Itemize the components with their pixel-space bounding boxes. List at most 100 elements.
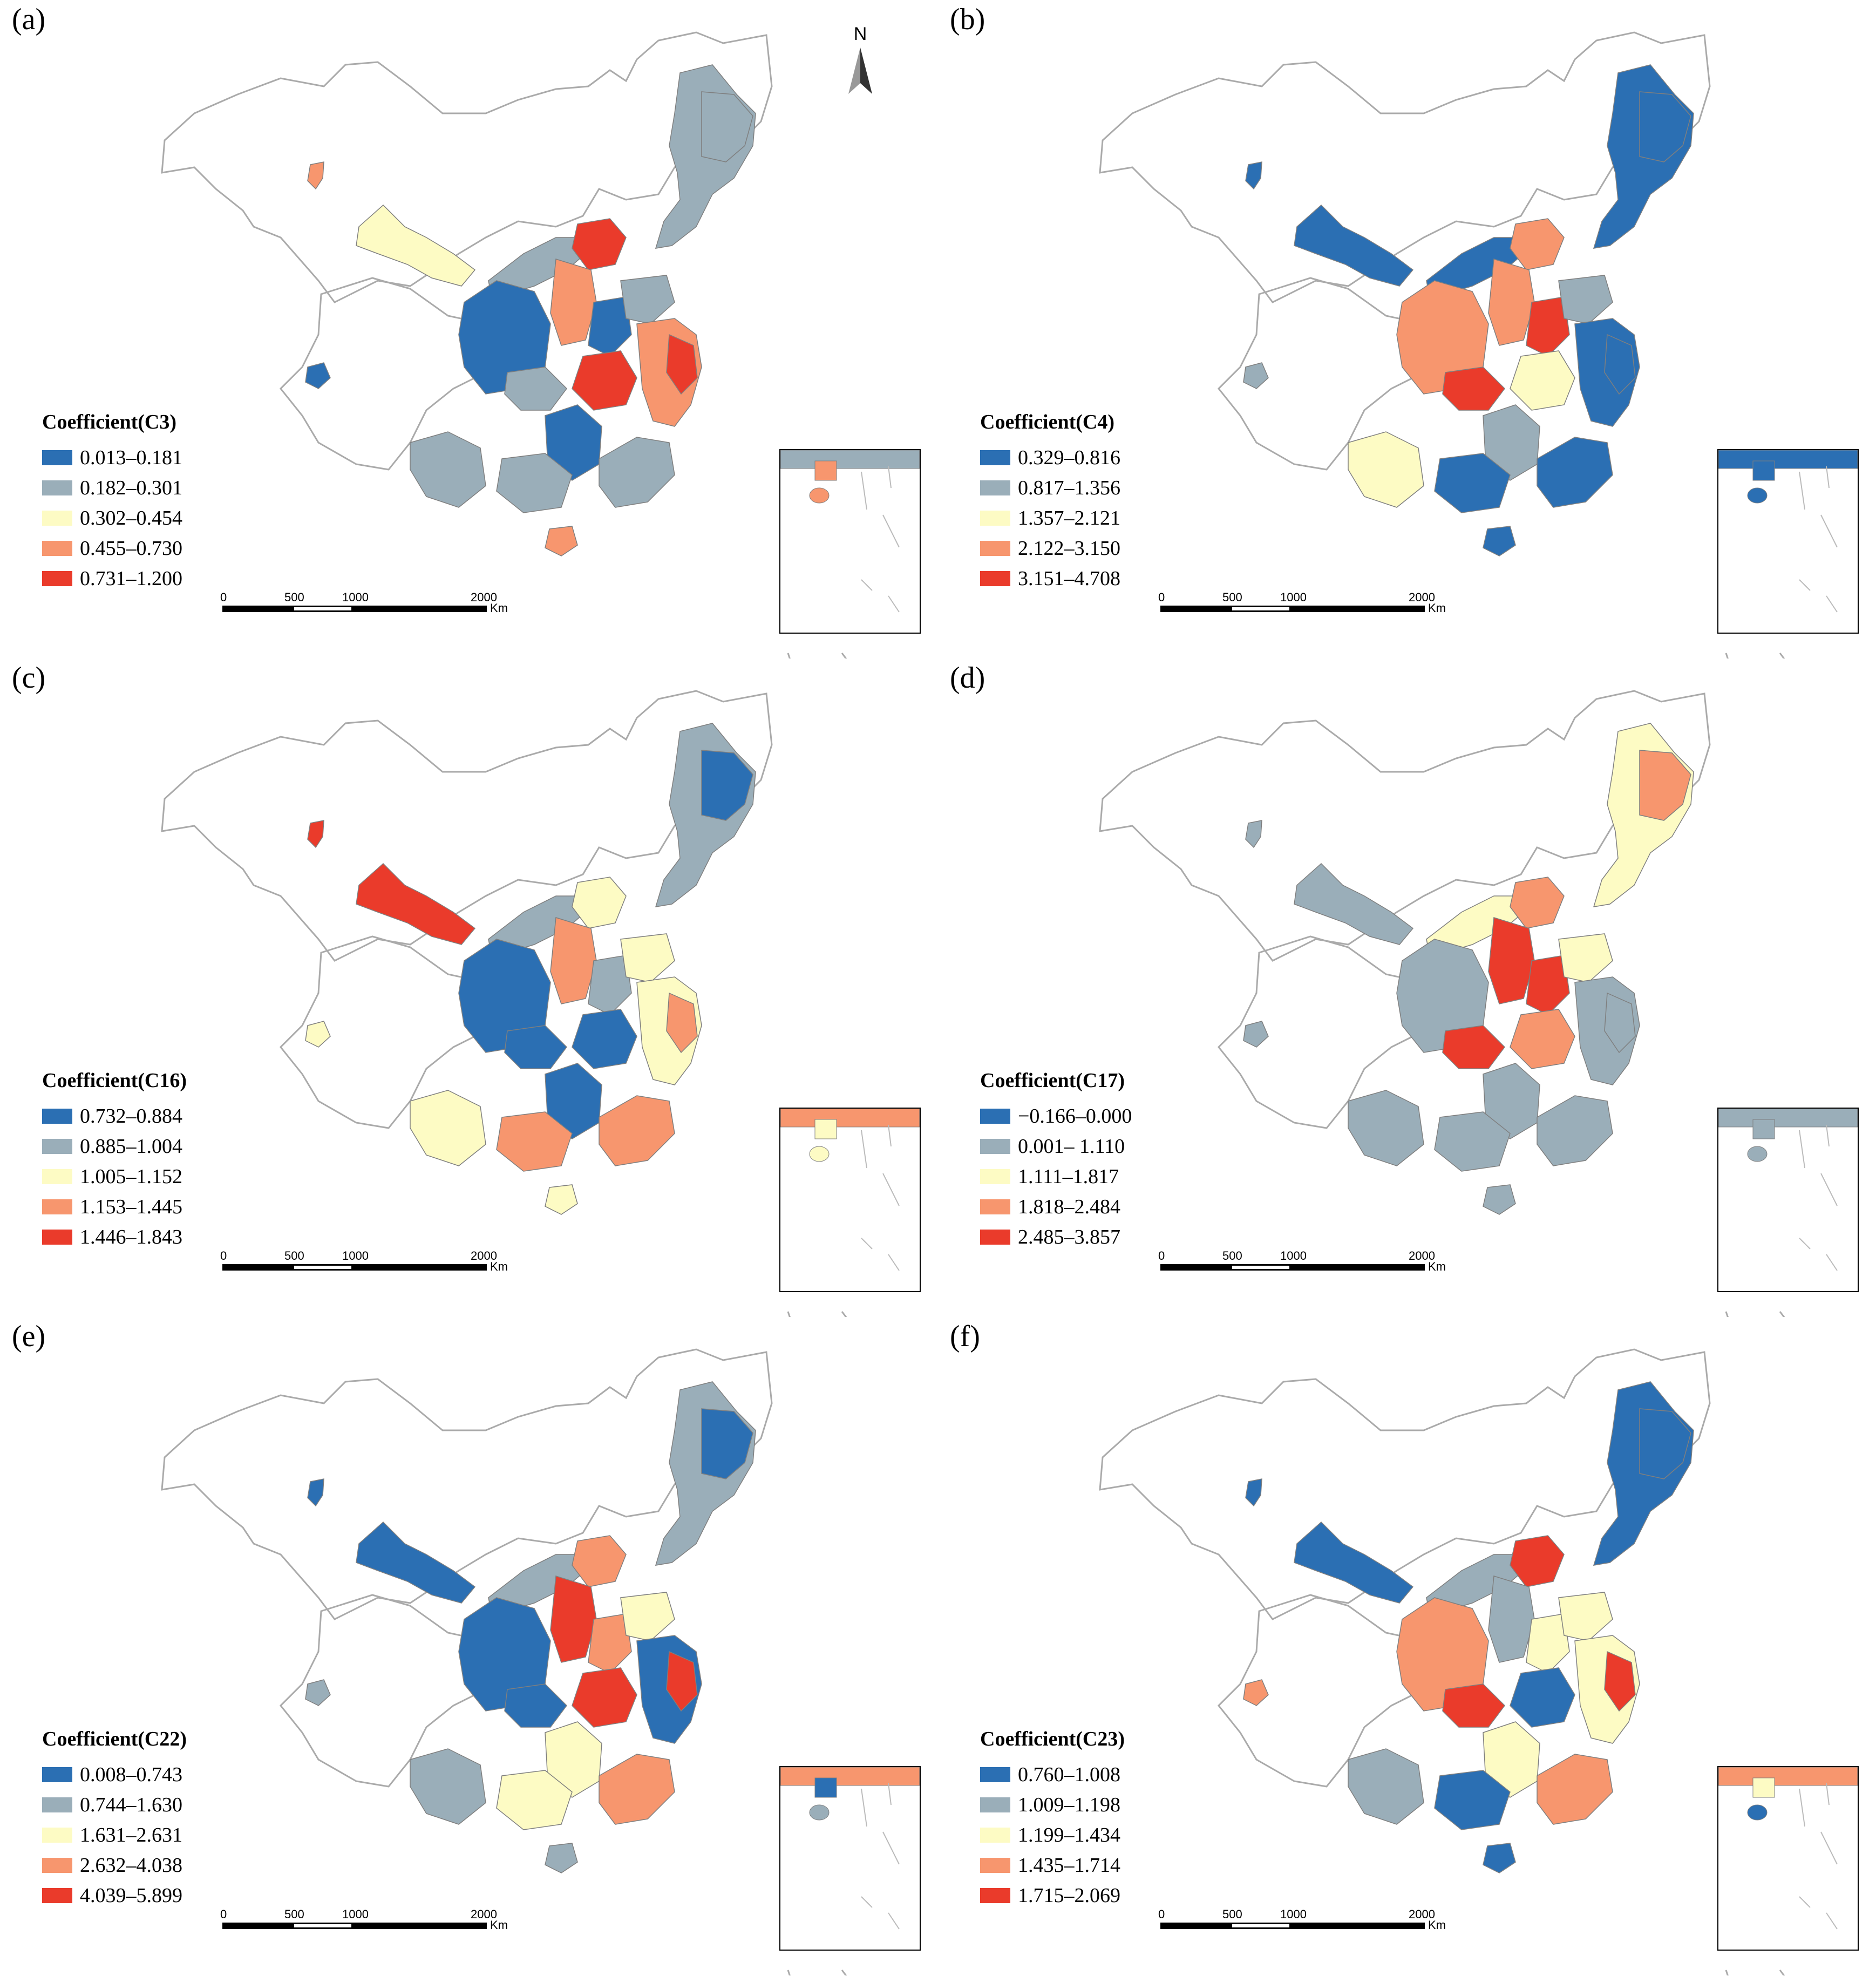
legend-swatch bbox=[42, 1230, 72, 1245]
region-tb bbox=[305, 1021, 331, 1048]
region-layer bbox=[1243, 723, 1694, 1215]
scale-unit: Km bbox=[1428, 1918, 1446, 1932]
legend-class-label: 0.744–1.630 bbox=[80, 1794, 182, 1816]
legend-items: 0.760–1.008 1.009–1.198 1.199–1.434 1.435–1… bbox=[980, 1760, 1125, 1911]
scale-tick-2000: 2000 bbox=[471, 1907, 497, 1921]
region-xj bbox=[1245, 161, 1262, 190]
region-layer bbox=[1243, 1381, 1694, 1873]
region-xj bbox=[1245, 1478, 1262, 1507]
region-guangxi bbox=[496, 1770, 573, 1830]
legend-class-label: 1.009–1.198 bbox=[1018, 1794, 1120, 1816]
panel-label: (d) bbox=[950, 661, 985, 695]
scale-segment bbox=[353, 606, 487, 612]
region-east-core bbox=[1604, 1651, 1636, 1712]
choropleth-map bbox=[1099, 31, 1857, 658]
scale-tick-2000: 2000 bbox=[471, 1249, 497, 1262]
scale-segment bbox=[1291, 1264, 1425, 1271]
legend-swatch bbox=[42, 1888, 72, 1903]
legend: Coefficient(C17) −0.166–0.000 0.001– 1.11… bbox=[980, 1069, 1132, 1252]
inset-hainan bbox=[809, 487, 830, 504]
region-yunnan bbox=[1348, 1748, 1424, 1825]
legend-item: 0.744–1.630 bbox=[42, 1790, 187, 1820]
legend-item: 4.039–5.899 bbox=[42, 1880, 187, 1911]
legend-swatch bbox=[980, 1139, 1010, 1154]
legend-swatch bbox=[980, 1858, 1010, 1873]
legend-items: 0.008–0.743 0.744–1.630 1.631–2.631 2.632–4… bbox=[42, 1760, 187, 1911]
legend-class-label: 1.631–2.631 bbox=[80, 1824, 182, 1846]
inset-guangdong bbox=[814, 1777, 837, 1798]
region-tb bbox=[1243, 1679, 1269, 1706]
legend-item: 1.357–2.121 bbox=[980, 503, 1120, 533]
region-gs bbox=[356, 204, 476, 287]
region-guangdong bbox=[1537, 1754, 1613, 1825]
inset-map bbox=[1718, 450, 1858, 613]
legend-class-label: 2.122–3.150 bbox=[1018, 537, 1120, 560]
south-china-sea-inset bbox=[779, 1108, 921, 1292]
south-china-sea-inset bbox=[1717, 1766, 1859, 1951]
legend-item: 0.008–0.743 bbox=[42, 1760, 187, 1790]
legend-class-label: 0.732–0.884 bbox=[80, 1105, 182, 1128]
legend-swatch bbox=[42, 480, 72, 495]
legend-item: 2.632–4.038 bbox=[42, 1850, 187, 1880]
region-shandong bbox=[620, 275, 675, 324]
region-central bbox=[572, 1009, 637, 1069]
legend-class-label: 0.013–0.181 bbox=[80, 446, 182, 469]
region-yunnan bbox=[1348, 1090, 1424, 1166]
scale-tick-500: 500 bbox=[1222, 1907, 1242, 1921]
scale-tick-500: 500 bbox=[1222, 1249, 1242, 1262]
region-guangxi bbox=[496, 1111, 573, 1172]
map-panel-4: (e) Coefficient(C22) 0.008–0.743 0.744–1.… bbox=[0, 1317, 938, 1975]
region-guangdong bbox=[1537, 437, 1613, 508]
region-layer bbox=[305, 723, 756, 1215]
region-central bbox=[572, 1667, 637, 1728]
choropleth-map bbox=[161, 31, 919, 658]
region-cq bbox=[504, 1025, 567, 1069]
legend-swatch bbox=[42, 1139, 72, 1154]
legend-item: 2.122–3.150 bbox=[980, 533, 1120, 563]
legend-swatch bbox=[980, 480, 1010, 495]
scale-tick-0: 0 bbox=[220, 1249, 227, 1262]
inset-islands bbox=[861, 1783, 900, 1930]
region-henan bbox=[588, 296, 632, 357]
map-panel-0: (a) Coefficient(C3) 0.013–0.181 0.182–0.3… bbox=[0, 0, 938, 658]
legend-swatch bbox=[980, 1230, 1010, 1245]
legend-class-label: 0.182–0.301 bbox=[80, 477, 182, 499]
region-hainan bbox=[1483, 1843, 1516, 1873]
scale-tick-1000: 1000 bbox=[342, 1907, 369, 1921]
region-ne-core bbox=[1639, 750, 1691, 821]
region-east-core bbox=[1604, 992, 1636, 1054]
region-bj bbox=[572, 218, 627, 270]
panel-label: (c) bbox=[12, 661, 46, 695]
scale-tick-2000: 2000 bbox=[1409, 1249, 1435, 1262]
region-east-core bbox=[666, 334, 698, 395]
region-guangdong bbox=[599, 1095, 675, 1166]
scale-segment bbox=[1160, 1264, 1231, 1271]
legend-item: 1.818–2.484 bbox=[980, 1192, 1132, 1222]
south-china-sea-inset bbox=[1717, 1108, 1859, 1292]
region-hainan bbox=[545, 1843, 578, 1873]
region-gs bbox=[1294, 863, 1414, 945]
inset-guangdong bbox=[1752, 1119, 1775, 1139]
legend-item: 1.446–1.843 bbox=[42, 1222, 187, 1252]
choropleth-map bbox=[1099, 690, 1857, 1317]
region-ne-core bbox=[1639, 91, 1691, 162]
region-sx bbox=[1488, 1576, 1535, 1663]
south-china-sea-inset bbox=[1717, 449, 1859, 634]
region-yunnan bbox=[410, 1090, 486, 1166]
scale-bar: 0 500 1000 2000 Km bbox=[220, 1249, 508, 1276]
inset-hainan bbox=[809, 1804, 830, 1821]
region-guangxi bbox=[1434, 1111, 1511, 1172]
inset-mainland-strip bbox=[1718, 450, 1858, 469]
region-tb bbox=[305, 1679, 331, 1706]
region-cq bbox=[1442, 1025, 1505, 1069]
scale-segment bbox=[293, 606, 353, 612]
scale-tick-2000: 2000 bbox=[471, 590, 497, 604]
legend-class-label: 0.001– 1.110 bbox=[1018, 1135, 1125, 1158]
legend-class-label: 2.632–4.038 bbox=[80, 1854, 182, 1877]
inset-islands bbox=[861, 1124, 900, 1271]
region-shandong bbox=[620, 933, 675, 983]
region-central bbox=[1510, 350, 1575, 411]
region-sx bbox=[1488, 917, 1535, 1004]
legend-item: 1.631–2.631 bbox=[42, 1820, 187, 1850]
inset-hainan bbox=[1747, 1146, 1768, 1162]
